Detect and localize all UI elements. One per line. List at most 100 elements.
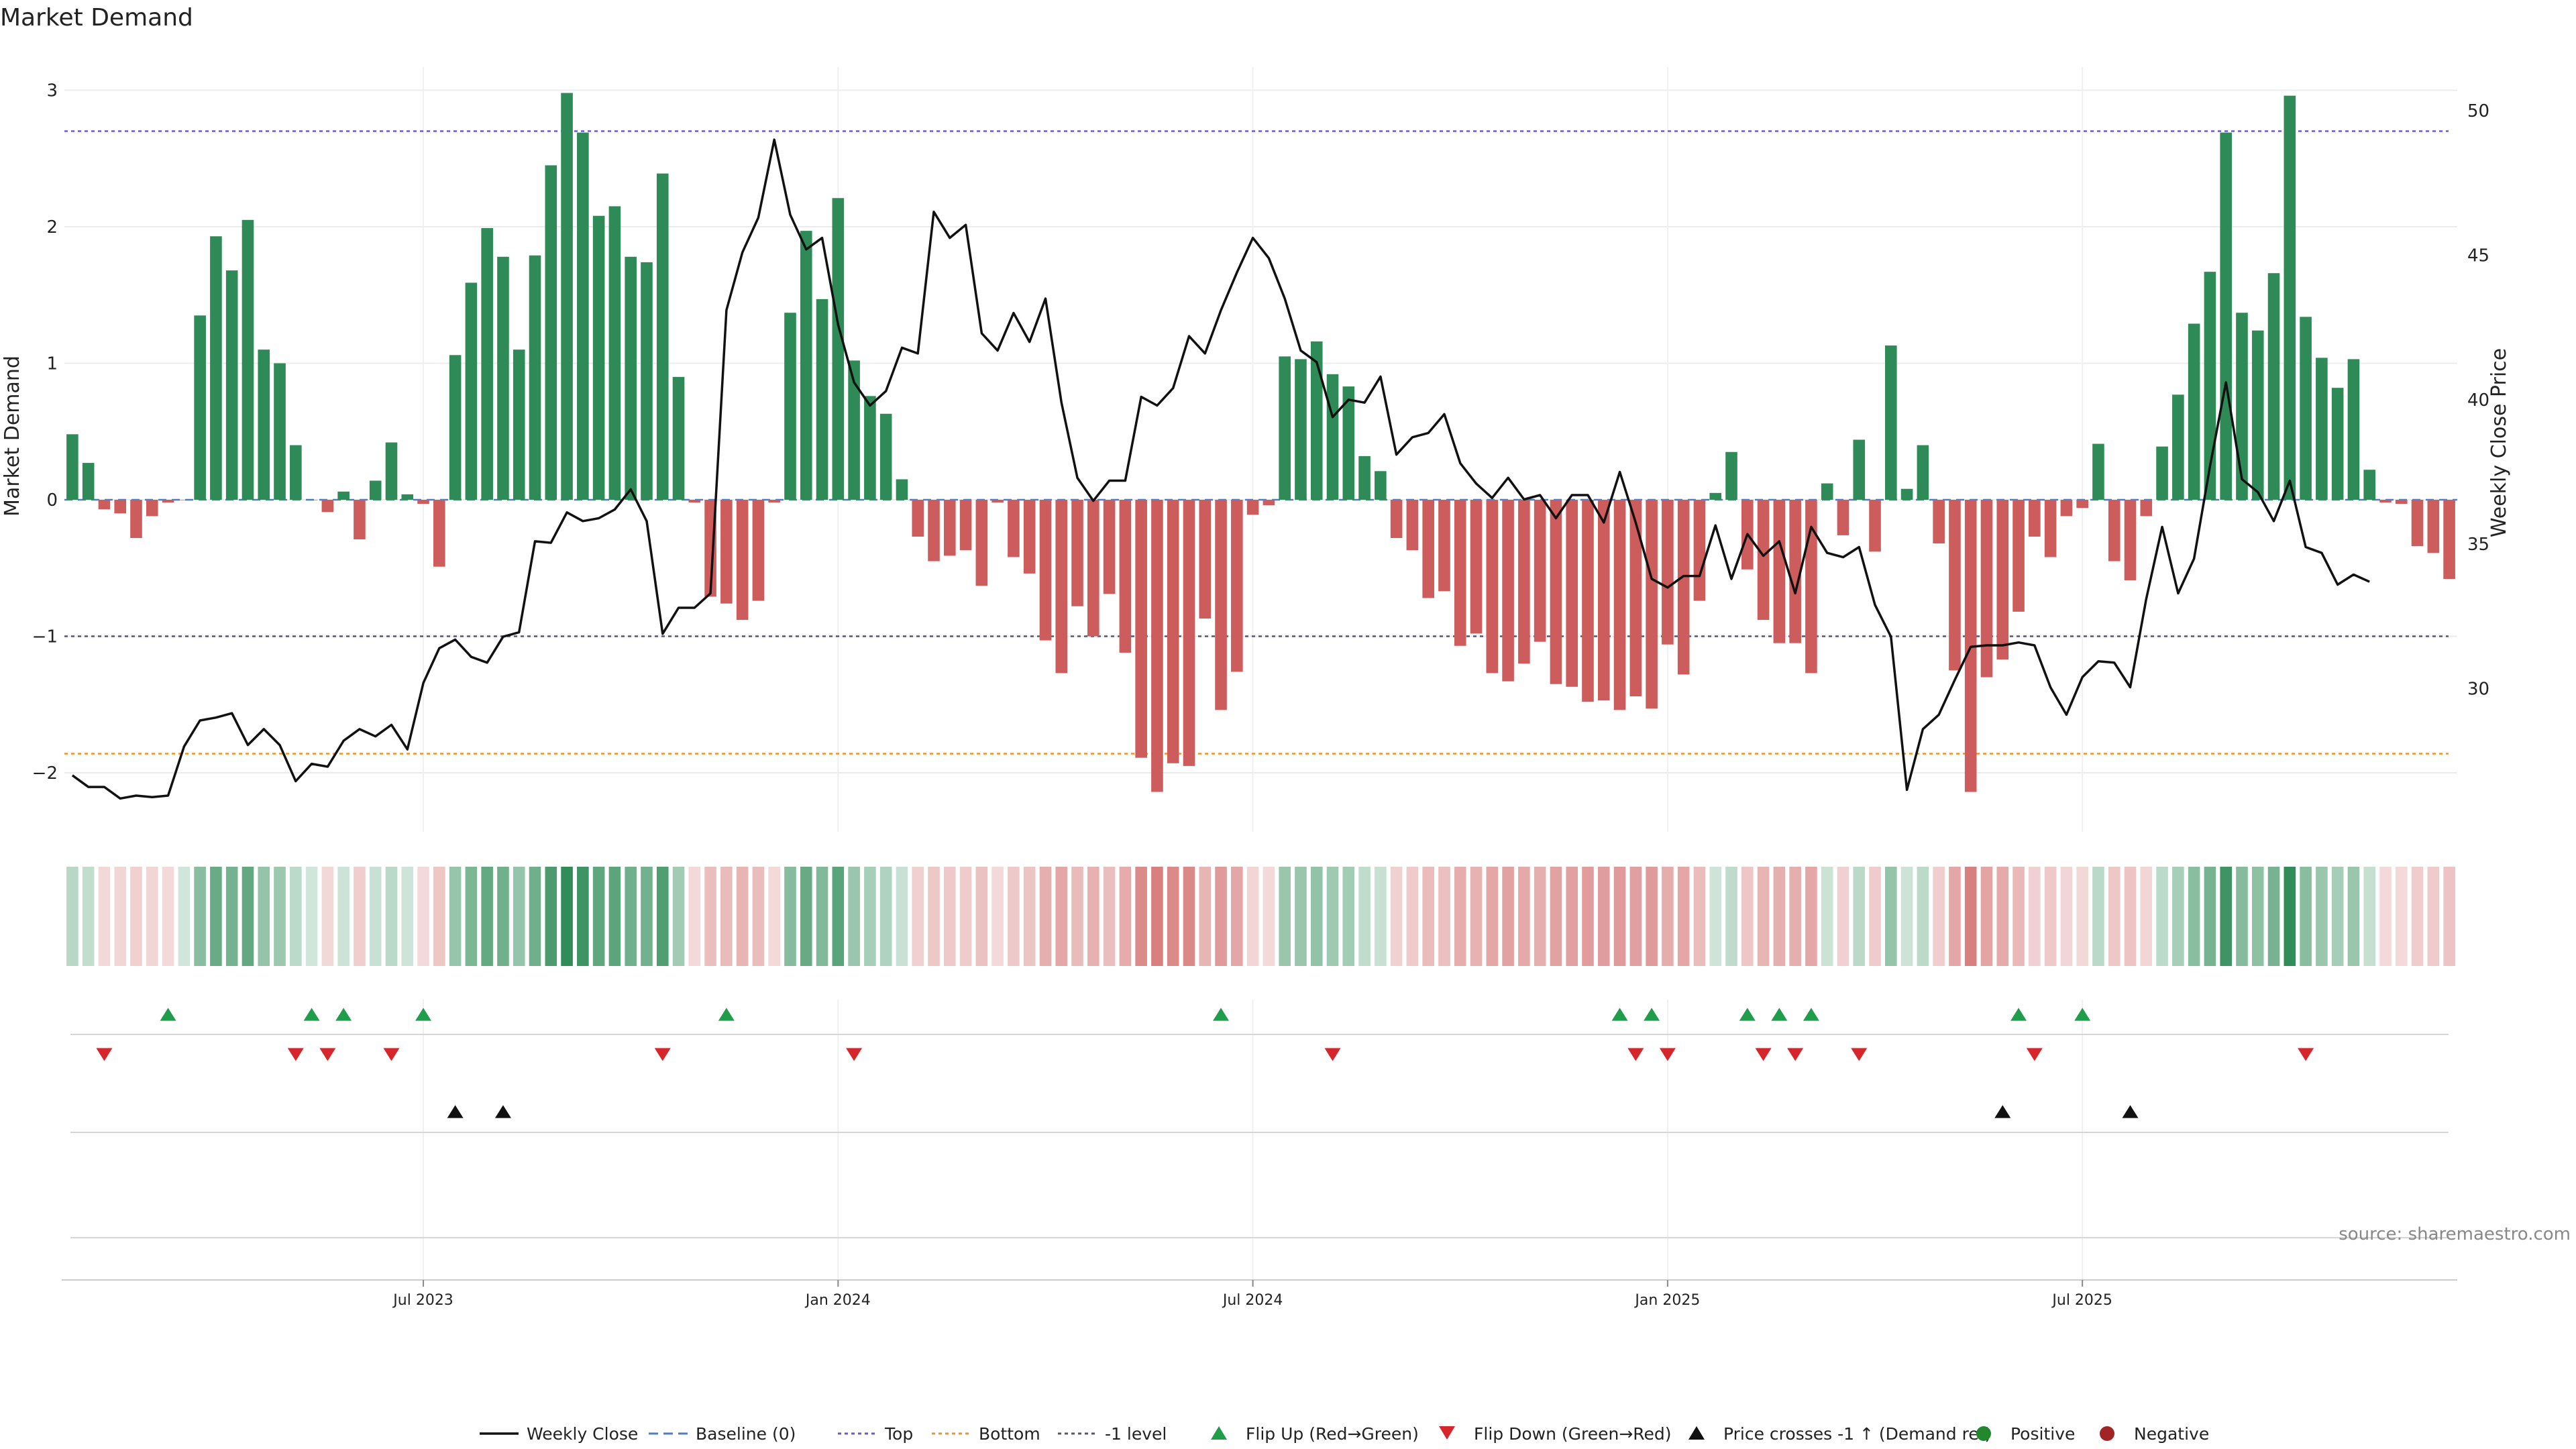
flip-up-marker [1213,1008,1230,1021]
demand-bar [82,463,95,500]
heat-cell [290,867,302,966]
heat-cell [481,867,493,966]
heat-cell [1662,867,1674,966]
x-tick-label: Jul 2023 [392,1292,453,1309]
demand-bar [2124,500,2137,581]
demand-bar [354,500,366,540]
heat-cell [2044,867,2057,966]
demand-bar [2411,500,2424,547]
y-right-tick-label: 50 [2467,101,2489,121]
demand-bar [656,173,669,500]
demand-bar [1566,500,1578,687]
heat-cell [1183,867,1195,966]
heat-cell [449,867,462,966]
y-tick-label: −1 [32,627,58,647]
heat-cell [2395,867,2408,966]
demand-bar [1342,386,1355,500]
heat-cell [1629,867,1642,966]
demand-bar [1135,500,1147,758]
demand-bar [2284,95,2296,500]
heat-cell [545,867,557,966]
x-tick-label: Jul 2024 [1222,1292,1283,1309]
legend-label: Negative [2134,1424,2209,1444]
demand-bar [1470,500,1483,634]
demand-bar [162,500,174,503]
heat-cell [2060,867,2073,966]
heat-cell [1023,867,1036,966]
heat-cell [959,867,972,966]
heat-cell [704,867,716,966]
heat-cell [1039,867,1052,966]
heat-cell [1279,867,1291,966]
heat-cell [928,867,940,966]
heat-cell [1964,867,1977,966]
demand-bar [991,500,1004,503]
demand-bar [1039,500,1052,641]
heat-cell [98,867,111,966]
demand-bar [816,299,828,500]
flip-up-marker [160,1008,176,1021]
demand-bar [1183,500,1195,766]
heat-cell [2092,867,2104,966]
heat-cell [1390,867,1403,966]
heat-cell [991,867,1004,966]
heat-cell [2076,867,2088,966]
demand-bar [1582,500,1594,702]
demand-bar [736,500,749,621]
heat-cell [720,867,733,966]
heat-cell [608,867,621,966]
demand-bar [896,479,908,500]
flip-up-marker [415,1008,432,1021]
heat-cell [2012,867,2025,966]
heat-cell [1534,867,1546,966]
heat-cell [896,867,908,966]
flip-up-marker [718,1008,735,1021]
demand-bar [225,270,238,500]
heat-cell [577,867,589,966]
heat-cell [162,867,174,966]
demand-bar [1406,500,1419,551]
price-cross-marker [2122,1105,2139,1118]
demand-bar [928,500,940,561]
demand-bar [529,255,541,500]
heat-cell [2347,867,2360,966]
legend-item: -1 level [1058,1424,1167,1444]
heat-cell [66,867,78,966]
demand-bar [1310,341,1323,500]
demand-bar [385,442,398,500]
demand-bar [1837,500,1849,535]
heat-cell [1996,867,2009,966]
flip-down-marker [654,1048,671,1061]
demand-bar [1662,500,1674,645]
flip-down-marker [1851,1048,1868,1061]
demand-bar [2029,500,2041,537]
heat-cell [1725,867,1737,966]
heat-cell [1502,867,1514,966]
demand-bar [1502,500,1514,682]
heat-cell [2443,867,2455,966]
flip-down-marker [1787,1048,1804,1061]
heat-cell [816,867,828,966]
demand-bar [1438,500,1450,592]
heat-cell [2331,867,2344,966]
demand-bar [2044,500,2057,557]
demand-bar [1375,471,1387,500]
demand-bar [1821,483,1833,500]
demand-bar [1550,500,1562,684]
demand-bar [321,500,334,513]
demand-bar [975,500,988,586]
demand-bar [2267,273,2280,500]
heat-cell [2172,867,2184,966]
heat-cell [688,867,701,966]
heat-cell [1135,867,1147,966]
demand-bar [1613,500,1626,710]
x-tick-label: Jan 2024 [804,1292,871,1309]
heat-cell [2411,867,2424,966]
legend-swatch [1688,1426,1705,1440]
heat-cell [225,867,238,966]
heat-cell [210,867,222,966]
legend-item: Flip Down (Green→Red) [1439,1424,1672,1444]
heat-cell [2188,867,2200,966]
heat-cell [1518,867,1530,966]
demand-bar [2140,500,2153,517]
